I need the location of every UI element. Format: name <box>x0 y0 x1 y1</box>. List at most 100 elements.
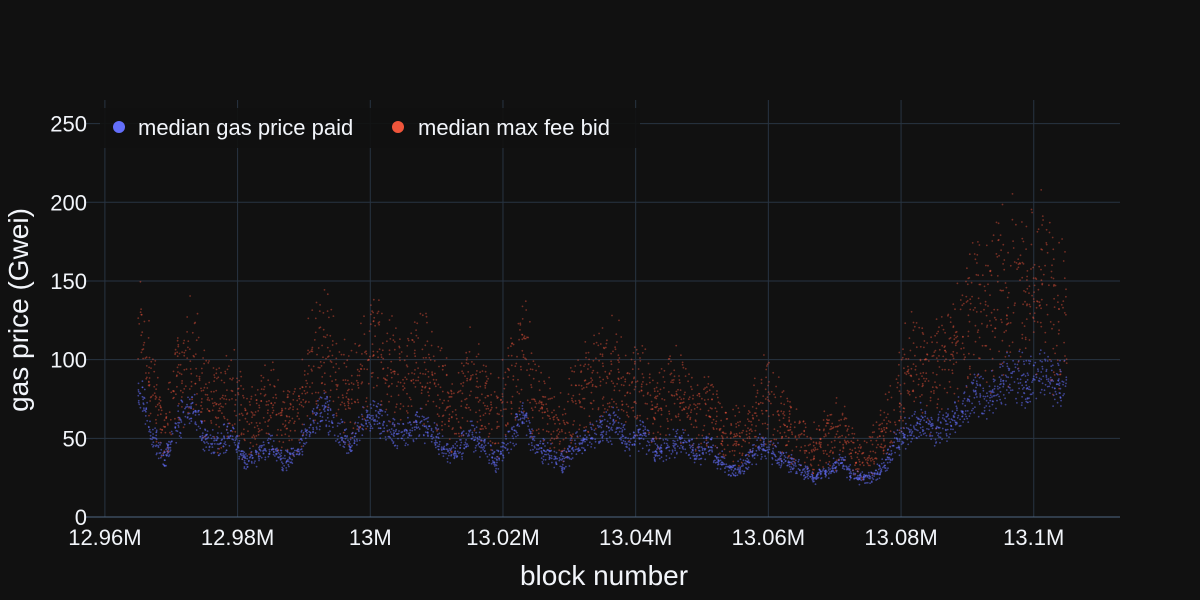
point-max-fee-bid <box>574 384 577 387</box>
point-gas-price-paid <box>729 467 732 469</box>
point-max-fee-bid <box>258 404 260 407</box>
point-max-fee-bid <box>1011 218 1014 221</box>
point-max-fee-bid <box>937 330 940 333</box>
point-gas-price-paid <box>390 428 393 430</box>
point-gas-price-paid <box>448 452 451 454</box>
point-max-fee-bid <box>657 431 659 434</box>
point-max-fee-bid <box>294 429 296 432</box>
point-max-fee-bid <box>910 367 913 370</box>
point-max-fee-bid <box>420 389 423 391</box>
point-max-fee-bid <box>288 421 290 424</box>
point-max-fee-bid <box>944 349 946 352</box>
point-gas-price-paid <box>698 449 700 452</box>
point-max-fee-bid <box>719 452 721 455</box>
point-gas-price-paid <box>743 470 745 473</box>
point-max-fee-bid <box>846 428 849 431</box>
point-max-fee-bid <box>197 336 200 339</box>
point-max-fee-bid <box>883 438 885 440</box>
point-gas-price-paid <box>223 442 226 445</box>
point-gas-price-paid <box>167 444 169 447</box>
point-max-fee-bid <box>451 428 454 430</box>
point-max-fee-bid <box>434 385 437 388</box>
point-gas-price-paid <box>441 435 444 437</box>
point-max-fee-bid <box>850 457 853 460</box>
point-max-fee-bid <box>224 403 227 405</box>
point-gas-price-paid <box>242 454 245 457</box>
point-max-fee-bid <box>194 382 197 385</box>
point-gas-price-paid <box>440 448 443 450</box>
point-max-fee-bid <box>806 435 809 438</box>
point-max-fee-bid <box>984 300 987 303</box>
point-gas-price-paid <box>206 441 208 443</box>
point-max-fee-bid <box>515 385 518 388</box>
point-gas-price-paid <box>177 421 180 424</box>
point-max-fee-bid <box>142 357 145 360</box>
point-gas-price-paid <box>204 428 206 431</box>
point-gas-price-paid <box>269 438 272 441</box>
point-max-fee-bid <box>882 450 885 452</box>
point-max-fee-bid <box>667 363 670 365</box>
point-gas-price-paid <box>756 439 758 441</box>
point-max-fee-bid <box>953 334 956 337</box>
point-max-fee-bid <box>615 403 618 405</box>
point-max-fee-bid <box>911 390 914 392</box>
point-max-fee-bid <box>654 412 657 414</box>
point-max-fee-bid <box>391 315 393 317</box>
point-max-fee-bid <box>413 373 416 375</box>
point-max-fee-bid <box>697 403 699 405</box>
point-gas-price-paid <box>584 429 587 431</box>
point-max-fee-bid <box>1062 306 1064 309</box>
point-max-fee-bid <box>965 280 967 283</box>
point-gas-price-paid <box>480 446 482 449</box>
point-max-fee-bid <box>1045 228 1048 231</box>
point-max-fee-bid <box>564 432 567 434</box>
point-max-fee-bid <box>779 395 782 398</box>
point-max-fee-bid <box>374 324 376 327</box>
point-max-fee-bid <box>745 430 748 433</box>
point-max-fee-bid <box>226 368 229 371</box>
point-gas-price-paid <box>637 450 640 452</box>
point-gas-price-paid <box>202 440 205 443</box>
point-gas-price-paid <box>811 471 814 474</box>
point-gas-price-paid <box>738 470 740 473</box>
point-max-fee-bid <box>695 437 698 440</box>
point-max-fee-bid <box>1044 331 1047 334</box>
point-max-fee-bid <box>752 417 755 420</box>
point-max-fee-bid <box>484 387 487 389</box>
point-gas-price-paid <box>312 408 315 410</box>
point-max-fee-bid <box>497 376 500 379</box>
point-gas-price-paid <box>326 413 329 415</box>
point-max-fee-bid <box>330 308 333 311</box>
point-gas-price-paid <box>477 443 480 446</box>
point-gas-price-paid <box>291 458 293 461</box>
point-gas-price-paid <box>272 453 275 456</box>
point-max-fee-bid <box>944 368 946 371</box>
point-max-fee-bid <box>323 372 326 375</box>
point-max-fee-bid <box>432 400 435 403</box>
point-max-fee-bid <box>154 360 157 362</box>
point-gas-price-paid <box>463 447 466 450</box>
point-max-fee-bid <box>1000 289 1003 292</box>
point-max-fee-bid <box>162 425 165 428</box>
point-max-fee-bid <box>522 356 525 359</box>
point-gas-price-paid <box>215 439 217 442</box>
point-gas-price-paid <box>610 428 612 430</box>
point-max-fee-bid <box>967 377 969 380</box>
point-max-fee-bid <box>345 365 348 368</box>
point-gas-price-paid <box>260 456 263 459</box>
point-max-fee-bid <box>494 442 497 445</box>
point-gas-price-paid <box>427 416 430 419</box>
point-gas-price-paid <box>313 422 315 424</box>
point-max-fee-bid <box>553 396 556 398</box>
point-gas-price-paid <box>309 417 311 420</box>
point-max-fee-bid <box>315 402 318 405</box>
point-max-fee-bid <box>161 428 163 431</box>
point-gas-price-paid <box>481 446 484 449</box>
point-max-fee-bid <box>251 412 254 414</box>
point-gas-price-paid <box>818 469 821 471</box>
point-max-fee-bid <box>411 339 414 341</box>
point-gas-price-paid <box>308 435 311 438</box>
point-max-fee-bid <box>919 358 922 361</box>
point-max-fee-bid <box>588 415 591 418</box>
point-gas-price-paid <box>400 431 403 434</box>
